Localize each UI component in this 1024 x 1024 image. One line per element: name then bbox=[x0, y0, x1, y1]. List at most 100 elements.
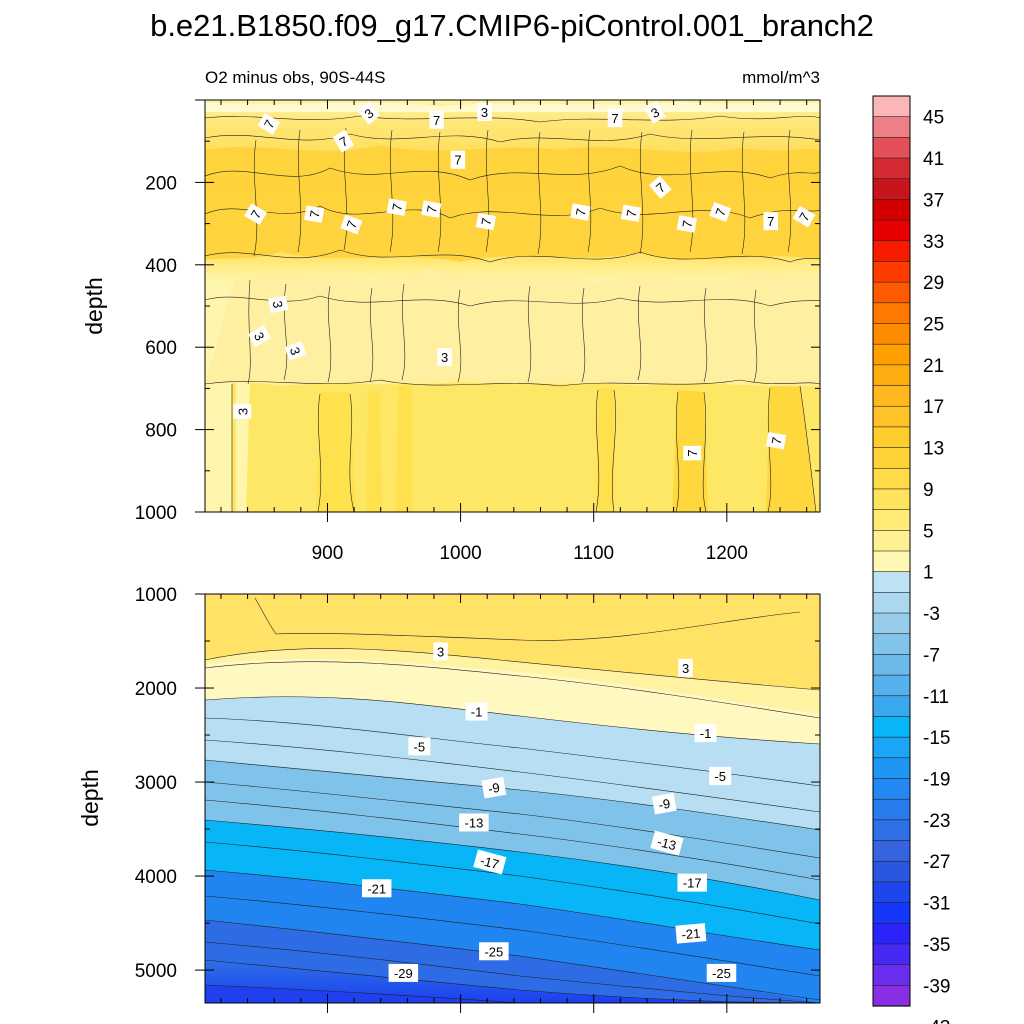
contour-label: 3 bbox=[233, 404, 252, 419]
colorbar-swatch bbox=[872, 178, 911, 201]
contour-label-text: -25 bbox=[484, 944, 503, 959]
contour-label: -25 bbox=[706, 963, 737, 982]
contour-label-bg bbox=[268, 295, 289, 314]
figure-title: b.e21.B1850.f09_g17.CMIP6-piControl.001_… bbox=[150, 8, 874, 43]
colorbar-swatch bbox=[872, 964, 911, 986]
colorbar-swatch bbox=[872, 716, 911, 738]
contour-label-bg bbox=[644, 100, 666, 124]
contour-label: 7 bbox=[244, 203, 268, 225]
contour-label-bg bbox=[678, 658, 693, 677]
contour-label-bg bbox=[570, 203, 591, 221]
colorbar-swatch bbox=[872, 778, 911, 800]
contour-label-bg bbox=[792, 205, 816, 228]
colorbar-tick-label: -27 bbox=[923, 852, 950, 873]
contour-label-bg bbox=[620, 204, 642, 223]
contour-label-bg bbox=[709, 202, 732, 222]
contour-label: 7 bbox=[763, 212, 778, 231]
contour-label-text: 7 bbox=[573, 207, 589, 217]
colorbar-swatch bbox=[872, 488, 911, 511]
contour-label-text: -5 bbox=[714, 769, 726, 784]
contour-label-bg bbox=[284, 341, 307, 361]
colorbar-tick-label: 33 bbox=[923, 232, 944, 253]
colorbar-swatch bbox=[872, 985, 911, 1007]
lower-y-tick-label: 2000 bbox=[135, 679, 177, 700]
contour-label: -9 bbox=[651, 792, 677, 815]
upper-y-tick-label: 400 bbox=[145, 256, 177, 277]
contour-label: 7 bbox=[709, 202, 732, 222]
contour-label: -17 bbox=[473, 849, 507, 875]
colorbar-swatch bbox=[872, 612, 911, 635]
contour-label-bg bbox=[683, 445, 702, 461]
contour-label: 3 bbox=[357, 101, 381, 125]
colorbar-swatch bbox=[872, 426, 911, 449]
panel-subtitle-left: O2 minus obs, 90S-44S bbox=[205, 68, 385, 87]
contour-label-bg bbox=[650, 830, 684, 856]
lower-contour-labels: 3 3 -1 -1 -5 -5 -9 -9 -13 -13 -17 -17 -21 -21 -25 -25 -2… bbox=[361, 642, 737, 982]
colorbar-swatch bbox=[872, 695, 911, 718]
contour-label: 3 bbox=[644, 100, 666, 124]
colorbar-tick-label: 45 bbox=[923, 108, 944, 129]
contour-label-text: 7 bbox=[712, 206, 729, 218]
contour-label-text: 7 bbox=[424, 204, 440, 214]
contour-label: 7 bbox=[792, 205, 816, 228]
contour-label-text: 7 bbox=[623, 209, 639, 219]
lower-ylabel: depth bbox=[77, 769, 103, 827]
colorbar-tick-label: 25 bbox=[923, 315, 944, 336]
contour-label-text: -21 bbox=[367, 881, 386, 896]
contour-label: -29 bbox=[388, 963, 419, 982]
upper-y-tick-label: 800 bbox=[145, 421, 177, 442]
colorbar: 45 41 37 33 29 25 21 17 13 9 5 1 -3 -7 -11 -15 -19 -23 -27… bbox=[872, 95, 950, 1024]
contour-label: 7 bbox=[683, 445, 702, 461]
contour-label-text: 3 bbox=[481, 105, 488, 120]
colorbar-swatch bbox=[872, 467, 911, 490]
colorbar-tick-label: -15 bbox=[923, 728, 950, 749]
colorbar-swatch bbox=[872, 95, 911, 118]
colorbar-frame bbox=[872, 95, 911, 1007]
contour-label-text: 3 bbox=[441, 350, 448, 365]
colorbar-swatch bbox=[872, 281, 911, 304]
contour-label-bg bbox=[450, 150, 466, 169]
contour-label-bg bbox=[386, 198, 407, 216]
contour-label: 7 bbox=[332, 129, 355, 153]
contour-label-bg bbox=[233, 404, 252, 419]
colorbar-swatch bbox=[872, 943, 911, 966]
contour-label: 7 bbox=[475, 212, 496, 231]
contour-label-text: -9 bbox=[487, 780, 501, 797]
lower-y-tick-label: 1000 bbox=[135, 585, 177, 606]
contour-label-text: 7 bbox=[454, 153, 461, 168]
contour-label: 7 bbox=[765, 432, 787, 450]
upper-plot-area bbox=[205, 100, 820, 512]
contour-label-text: 7 bbox=[611, 111, 618, 126]
contour-label-bg bbox=[248, 325, 271, 347]
contour-label-text: 7 bbox=[679, 219, 695, 229]
colorbar-swatch bbox=[872, 840, 911, 862]
contour-label: -21 bbox=[361, 879, 392, 898]
colorbar-swatch bbox=[872, 116, 911, 138]
contour-label-bg bbox=[473, 849, 507, 875]
contour-label-bg bbox=[304, 205, 325, 223]
lower-y-tick-label: 4000 bbox=[135, 867, 177, 888]
contour-label-bg bbox=[479, 942, 509, 961]
upper-x-tick-label: 900 bbox=[312, 543, 344, 564]
contour-label-bg bbox=[763, 212, 778, 231]
colorbar-tick-label: -3 bbox=[923, 604, 940, 625]
contour-label: 3 bbox=[248, 325, 271, 347]
upper-y-tick-label: 600 bbox=[145, 338, 177, 359]
colorbar-tick-label: -23 bbox=[923, 811, 950, 832]
contour-label: 3 bbox=[678, 658, 693, 677]
colorbar-tick-label: 5 bbox=[923, 521, 934, 542]
colorbar-swatch bbox=[872, 240, 911, 263]
contour-label: -13 bbox=[459, 813, 489, 832]
colorbar-swatch bbox=[872, 798, 911, 821]
colorbar-swatch bbox=[872, 405, 911, 428]
contour-label-bg bbox=[257, 113, 281, 135]
contour-label-text: 7 bbox=[769, 436, 785, 446]
colorbar-swatch bbox=[872, 261, 911, 283]
contour-label: 7 bbox=[570, 203, 591, 221]
contour-label-bg bbox=[429, 110, 444, 129]
contour-label: -25 bbox=[479, 942, 509, 961]
contour-label-bg bbox=[607, 109, 623, 128]
lower-plot-frame bbox=[204, 593, 821, 1004]
